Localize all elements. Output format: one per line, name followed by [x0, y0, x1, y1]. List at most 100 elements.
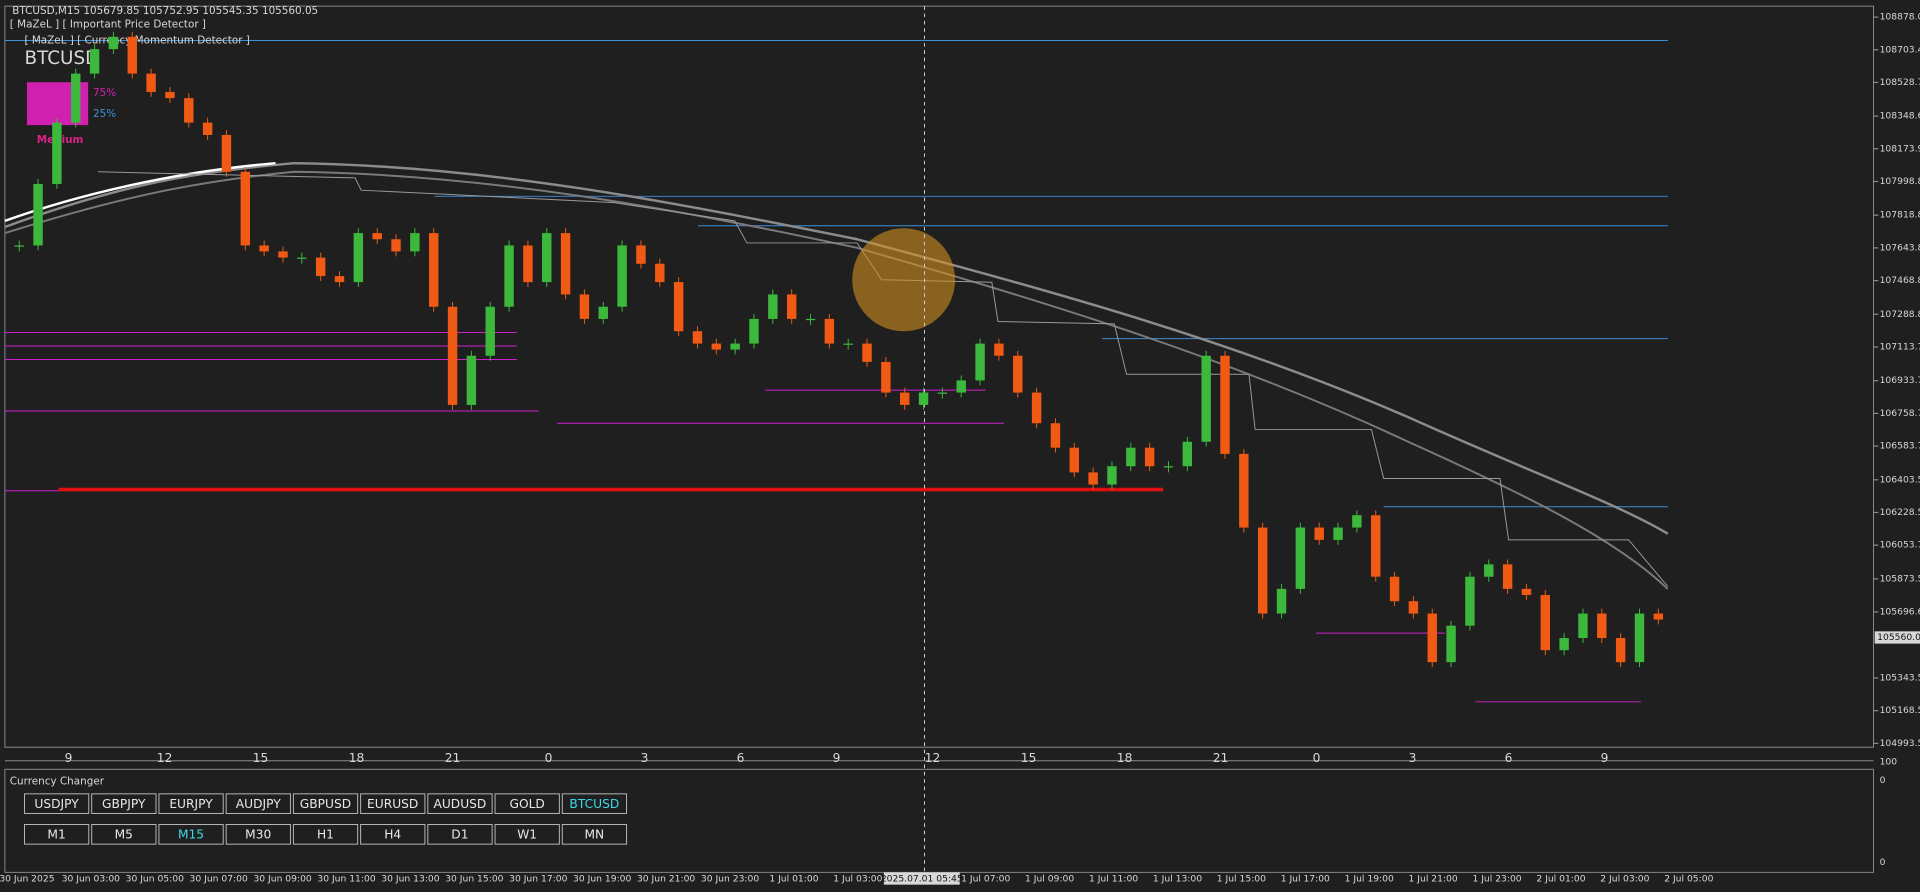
symbol-button[interactable]: GBPJPY — [91, 793, 157, 814]
percent-label: 75% — [93, 87, 116, 99]
button-frame — [360, 824, 426, 845]
symbol-button[interactable]: AUDUSD — [427, 793, 493, 814]
candle — [523, 245, 533, 283]
candle — [1126, 447, 1136, 467]
button-frame — [494, 793, 560, 814]
button-label: H4 — [384, 827, 401, 841]
timeframe-button[interactable]: M15 — [158, 824, 224, 845]
y-tick-label: 107818.86 — [1880, 210, 1920, 221]
button-label: GOLD — [509, 797, 544, 811]
button-frame — [427, 793, 493, 814]
timeframe-button[interactable]: M30 — [225, 824, 291, 845]
candle — [33, 183, 43, 246]
symbol-button[interactable]: USDJPY — [23, 793, 90, 814]
hour-label: 3 — [641, 751, 649, 765]
symbol-button[interactable]: GBPUSD — [292, 793, 359, 814]
candle — [1333, 527, 1343, 540]
button-frame — [91, 793, 157, 814]
candle — [598, 306, 608, 319]
time-label: 30 Jun 13:00 — [381, 874, 439, 885]
levels — [4, 6, 1669, 873]
candle — [1182, 441, 1193, 467]
candle — [372, 233, 382, 240]
candle — [1521, 588, 1532, 596]
symbol-button[interactable]: EURJPY — [158, 793, 224, 814]
time-label: 30 Jun 17:00 — [509, 874, 567, 885]
time-label: 1 Jul 03:00 — [833, 874, 882, 885]
button-label: H1 — [317, 827, 334, 841]
candle — [1502, 564, 1513, 589]
timeframe-button[interactable]: D1 — [427, 824, 493, 845]
candle — [805, 318, 816, 321]
timeframe-button[interactable]: W1 — [494, 824, 560, 845]
button-label: GBPUSD — [300, 797, 351, 811]
y-tick-label: 106403.55 — [1880, 474, 1920, 485]
candle — [466, 355, 477, 405]
candle — [447, 306, 458, 405]
hour-label: 21 — [1213, 751, 1229, 765]
candle — [1408, 601, 1419, 614]
candle — [221, 134, 232, 172]
candle — [1389, 576, 1400, 602]
candle — [334, 276, 345, 283]
candle — [127, 36, 137, 74]
symbol-button[interactable]: BTCUSD — [561, 793, 628, 814]
y-tick-label: 108878.06 — [1880, 12, 1920, 23]
button-frame — [561, 793, 628, 814]
candle — [1257, 527, 1268, 614]
candle — [315, 257, 326, 277]
y-tick-label: 108528.75 — [1880, 77, 1920, 88]
symbol-button[interactable]: AUDJPY — [225, 793, 291, 814]
timeframe-button[interactable]: M5 — [91, 824, 157, 845]
time-label: 1 Jul 19:00 — [1345, 874, 1394, 885]
y-tick-label: 106228.55 — [1880, 507, 1920, 518]
candle — [1239, 453, 1249, 528]
timeframe-button[interactable]: H1 — [292, 824, 359, 845]
timeframe-button[interactable]: MN — [561, 824, 628, 845]
time-label: 30 Jun 11:00 — [317, 874, 375, 885]
symbol-button[interactable]: EURUSD — [360, 793, 426, 814]
candle — [1578, 613, 1588, 639]
button-label: M1 — [47, 827, 65, 841]
time-label: 2 Jul 01:00 — [1536, 874, 1585, 885]
candle — [1069, 447, 1079, 473]
sub-tick-label: 0 — [1880, 775, 1886, 786]
candle — [391, 239, 401, 252]
button-frame — [292, 793, 359, 814]
timeframe-button[interactable]: H4 — [360, 824, 426, 845]
hour-label: 6 — [737, 751, 745, 765]
candle — [1597, 613, 1607, 639]
candle — [843, 343, 853, 345]
time-label: 1 Jul 21:00 — [1409, 874, 1458, 885]
candle — [786, 294, 797, 319]
candle — [956, 380, 966, 393]
candle — [297, 257, 307, 259]
timeframe-button[interactable]: M1 — [23, 824, 90, 845]
hour-label: 9 — [65, 751, 73, 765]
sub-tick-label: 100 — [1880, 756, 1898, 767]
candle — [1352, 515, 1362, 528]
time-label: 1 Jul 11:00 — [1089, 874, 1138, 885]
symbol-button[interactable]: GOLD — [494, 793, 560, 814]
candle — [749, 318, 759, 344]
time-label: 30 Jun 05:00 — [126, 874, 184, 885]
candle — [824, 318, 835, 344]
candle — [108, 36, 119, 50]
button-frame — [494, 824, 560, 845]
candle — [240, 171, 251, 246]
time-label: 30 Jun 07:00 — [190, 874, 248, 885]
button-frame — [158, 793, 224, 814]
candle — [881, 361, 891, 393]
sub-tick-label: 0 — [1880, 857, 1886, 868]
button-label: M30 — [245, 827, 271, 841]
button-label: MN — [585, 827, 605, 841]
candle — [184, 98, 194, 123]
hour-label: 18 — [349, 751, 365, 765]
candle — [1634, 613, 1645, 663]
time-label: 1 Jul 07:00 — [961, 874, 1010, 885]
hour-label: 0 — [545, 751, 553, 765]
indicator-label: [ MaZeL ] [ Currency Momentum Detector ] — [24, 34, 249, 46]
y-tick-label: 108173.99 — [1880, 143, 1920, 154]
y-tick-label: 105343.55 — [1880, 672, 1920, 683]
